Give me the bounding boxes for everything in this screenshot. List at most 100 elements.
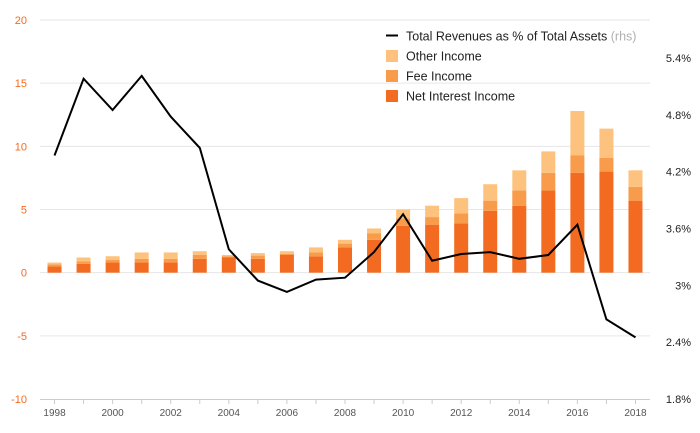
bar-other-income [367, 228, 382, 234]
bar-fee-income [541, 172, 556, 191]
bar-other-income [628, 170, 643, 187]
x-tick-label: 2016 [566, 408, 589, 419]
x-tick-label: 2006 [276, 408, 299, 419]
legend: Total Revenues as % of Total Assets (rhs… [386, 30, 636, 104]
x-tick-label: 2000 [101, 408, 124, 419]
legend-swatch [386, 70, 398, 82]
line-series [53, 74, 637, 339]
bar-fee-income [338, 243, 352, 248]
bar-other-income [512, 170, 527, 191]
y-tick-label-right: 5.4% [666, 53, 691, 65]
bar-fee-income [483, 200, 498, 211]
x-tick-label: 1998 [43, 408, 66, 419]
bar-fee-income [308, 252, 323, 257]
bar-fee-income [47, 264, 62, 267]
legend-label: Other Income [406, 50, 482, 64]
bar-net-interest-income [454, 223, 469, 273]
bar-other-income [541, 151, 556, 173]
y-tick-label-left: 15 [15, 78, 27, 90]
bar-fee-income [570, 155, 585, 173]
bars [47, 110, 643, 273]
bar-net-interest-income [76, 263, 91, 273]
bar-other-income [250, 253, 265, 256]
bar-net-interest-income [221, 257, 236, 273]
y-tick-label-right: 2.4% [666, 337, 691, 349]
bar-net-interest-income [279, 254, 294, 273]
x-tick-label: 2002 [160, 408, 183, 419]
bar-net-interest-income [47, 266, 62, 273]
bar-fee-income [76, 261, 91, 264]
x-tick-label: 2018 [624, 408, 647, 419]
axes: 20 15 10 5 0 -5 -10 5.4% 4.8% 4.2% 3.6% 3% 2.4% 1.8% 1… [11, 15, 691, 419]
bar-other-income [599, 128, 614, 158]
bar-net-interest-income [570, 172, 585, 273]
y-tick-label-left: 0 [21, 268, 27, 280]
gridlines [40, 19, 650, 337]
bar-fee-income [367, 233, 382, 240]
y-tick-label-left: -10 [11, 394, 27, 406]
y-tick-label-right: 1.8% [666, 394, 691, 406]
bar-net-interest-income [105, 262, 120, 273]
bar-other-income [279, 251, 294, 254]
legend-label: Fee Income [406, 70, 472, 84]
bar-net-interest-income [425, 224, 440, 273]
y-tick-label-right: 3.6% [666, 223, 691, 235]
bar-other-income [105, 256, 120, 261]
bar-other-income [163, 252, 178, 259]
y-tick-label-right: 4.2% [666, 167, 691, 179]
bar-fee-income [250, 255, 265, 259]
bar-fee-income [192, 254, 207, 259]
y-tick-label-right: 4.8% [666, 110, 691, 122]
bar-other-income [47, 262, 62, 265]
bar-other-income [134, 252, 149, 259]
bar-net-interest-income [541, 190, 556, 273]
bar-fee-income [425, 217, 440, 225]
bar-net-interest-income [192, 258, 207, 273]
x-tick-label: 2012 [450, 408, 473, 419]
y-tick-label-right: 3% [675, 280, 691, 292]
y-tick-label-left: 10 [15, 141, 27, 153]
bar-net-interest-income [308, 256, 323, 273]
bar-fee-income [454, 213, 469, 224]
legend-note: (rhs) [607, 30, 636, 44]
bar-net-interest-income [163, 262, 178, 273]
bar-fee-income [628, 186, 643, 201]
bar-other-income [192, 251, 207, 255]
bar-net-interest-income [250, 258, 265, 273]
bar-net-interest-income [338, 247, 352, 273]
bar-fee-income [163, 258, 178, 263]
y-tick-label-left: 20 [15, 15, 27, 27]
bar-net-interest-income [396, 225, 411, 273]
bar-net-interest-income [628, 200, 643, 273]
x-tick-label: 2004 [218, 408, 241, 419]
y-tick-label-left: -5 [17, 331, 27, 343]
bar-other-income [221, 254, 236, 257]
bar-fee-income [512, 190, 527, 206]
bar-fee-income [134, 258, 149, 263]
bar-other-income [76, 257, 91, 262]
bar-net-interest-income [483, 210, 498, 273]
bar-other-income [454, 198, 469, 214]
bar-other-income [308, 247, 323, 253]
legend-swatch [386, 50, 398, 62]
bar-other-income [338, 239, 352, 244]
bar-net-interest-income [512, 205, 527, 273]
legend-swatch [386, 90, 398, 102]
bar-fee-income [396, 218, 411, 226]
x-tick-label: 2014 [508, 408, 531, 419]
bar-fee-income [599, 157, 614, 172]
bar-other-income [570, 110, 585, 156]
legend-label: Total Revenues as % of Total Assets (rhs… [406, 30, 636, 44]
bar-other-income [483, 184, 498, 201]
legend-label: Net Interest Income [406, 90, 515, 104]
x-tick-label: 2008 [334, 408, 357, 419]
x-tick-label: 2010 [392, 408, 415, 419]
bar-fee-income [221, 256, 236, 258]
bar-fee-income [279, 253, 294, 255]
bar-net-interest-income [134, 262, 149, 273]
bar-fee-income [105, 260, 120, 263]
line-total-revenues-pct-assets [53, 74, 637, 339]
bar-other-income [425, 205, 440, 218]
bar-net-interest-income [599, 171, 614, 273]
